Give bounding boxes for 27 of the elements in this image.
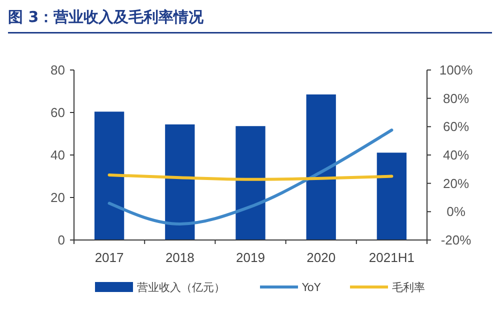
y2-tick-label: 60% bbox=[442, 119, 470, 134]
legend-label: 营业收入（亿元） bbox=[137, 280, 225, 294]
y2-tick-label: 20% bbox=[442, 176, 470, 191]
y-tick-label: 80 bbox=[50, 62, 65, 78]
y2-tick-label: 0% bbox=[446, 204, 466, 220]
y-tick-label: 0 bbox=[58, 232, 65, 248]
x-tick-label: 2021H1 bbox=[368, 250, 414, 265]
x-tick-label: 2017 bbox=[94, 250, 124, 265]
legend-label: 毛利率 bbox=[392, 280, 425, 294]
y2-tick-label: -20% bbox=[440, 232, 472, 248]
x-tick-label: 2019 bbox=[236, 250, 265, 265]
x-tick-label: 2018 bbox=[165, 250, 194, 265]
legend-label: YoY bbox=[301, 280, 321, 294]
y-tick-label: 40 bbox=[50, 148, 65, 163]
x-tick-label: 2020 bbox=[306, 250, 336, 265]
y2-tick-label: 100% bbox=[439, 62, 474, 78]
y-tick-label: 60 bbox=[50, 105, 65, 120]
line-series bbox=[108, 128, 394, 226]
bar bbox=[236, 126, 266, 240]
y2-tick-label: 40% bbox=[442, 148, 470, 163]
bar bbox=[306, 94, 336, 240]
bar bbox=[94, 112, 124, 240]
y2-tick-label: 80% bbox=[442, 90, 470, 106]
bar bbox=[165, 124, 195, 240]
chart-title: 图 3：营业收入及毛利率情况 bbox=[8, 8, 205, 26]
bar bbox=[376, 152, 407, 240]
y-tick-label: 20 bbox=[50, 190, 65, 206]
